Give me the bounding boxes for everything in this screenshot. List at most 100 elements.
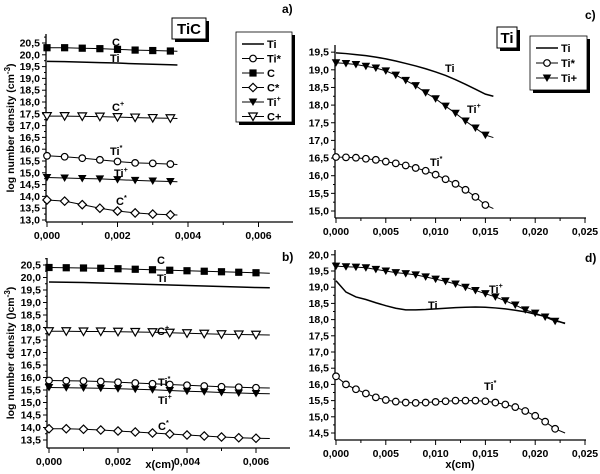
legend-label: Ti*	[267, 54, 282, 66]
data-point	[461, 185, 470, 194]
data-point	[421, 166, 430, 175]
data-point	[251, 390, 261, 398]
data-point	[59, 112, 70, 122]
data-point	[96, 377, 105, 386]
data-point	[130, 176, 140, 185]
curve-label: Ti	[428, 300, 438, 312]
data-point	[164, 428, 175, 440]
series-c	[45, 263, 270, 277]
y-tick-label: 17,0	[309, 347, 330, 359]
data-point	[78, 154, 87, 163]
data-point	[250, 433, 262, 444]
data-point	[79, 384, 88, 392]
x-tick-label: 0,010	[422, 226, 448, 238]
legend-label: C*	[267, 83, 280, 95]
x-tick-label: 0,000	[323, 448, 349, 460]
data-point	[411, 271, 420, 279]
data-point	[481, 201, 490, 209]
data-point	[41, 194, 53, 205]
y-tick-label: 18,0	[309, 314, 330, 326]
legend-label: Ti	[561, 43, 571, 55]
x-tick-label: 0,015	[472, 448, 498, 460]
data-point	[361, 389, 370, 398]
panel-label: c)	[585, 8, 596, 22]
legend-marker	[543, 59, 551, 67]
curve-label: C+	[112, 100, 124, 114]
data-point	[352, 153, 360, 162]
data-point	[148, 386, 157, 394]
y-tick-label: 16,0	[20, 144, 41, 156]
data-point	[411, 82, 420, 90]
data-point	[421, 89, 430, 97]
data-point	[391, 397, 400, 406]
series-ti-plus	[331, 262, 566, 326]
data-point	[148, 379, 157, 388]
y-tick-label: 18,5	[21, 310, 42, 322]
data-point	[391, 159, 400, 168]
data-point	[551, 424, 560, 433]
data-point	[451, 109, 460, 118]
data-point	[481, 290, 490, 298]
data-point	[381, 396, 390, 404]
data-point	[233, 330, 245, 340]
data-point	[217, 268, 226, 276]
data-point	[342, 153, 350, 162]
series-ti-plus	[42, 174, 178, 186]
data-point	[42, 174, 52, 182]
data-point	[112, 425, 124, 437]
curve-label: C+	[157, 324, 169, 338]
data-point	[252, 269, 260, 277]
y-tick-label: 19,0	[21, 297, 42, 309]
x-tick-label: 0,020	[522, 226, 548, 238]
y-tick-label: 17,5	[309, 117, 330, 129]
data-point	[166, 178, 175, 186]
x-tick-label: 0,010	[422, 448, 448, 460]
data-point	[181, 329, 193, 339]
x-tick-label: 0,000	[34, 230, 60, 242]
y-tick-label: 16,5	[309, 363, 330, 375]
panel-label: d)	[585, 251, 596, 265]
y-tick-label: 20,5	[21, 260, 42, 272]
legend-label: Ti+	[267, 95, 281, 109]
series-c-plus	[41, 112, 178, 124]
data-point	[411, 398, 420, 407]
data-point	[94, 203, 105, 214]
panel-c: 15,0 15,5 16,0 16,5 17,0 17,5 18,0 18,5 19,0 19,5…	[309, 8, 599, 238]
data-point	[361, 154, 370, 163]
data-point	[148, 159, 157, 168]
data-point	[198, 329, 210, 339]
x-tick-label: 0,025	[572, 226, 598, 238]
data-point	[471, 192, 480, 201]
data-point	[250, 330, 262, 340]
data-point	[131, 379, 140, 387]
series-ti-star	[332, 153, 494, 209]
data-point	[451, 280, 460, 288]
data-point	[199, 388, 209, 396]
x-tick-label: 0,020	[522, 448, 548, 460]
data-point	[112, 205, 123, 217]
curve-label: Ti	[157, 273, 167, 285]
legend-label: C	[267, 68, 275, 80]
data-point	[520, 306, 530, 314]
data-point	[331, 262, 341, 271]
series-line	[48, 281, 270, 289]
y-tick-label: 19,5	[309, 266, 330, 278]
data-point	[233, 432, 244, 443]
data-point	[61, 44, 69, 52]
title-box	[496, 26, 518, 49]
data-point	[461, 396, 470, 405]
data-point	[342, 380, 350, 389]
y-tick-label: 18,0	[20, 97, 41, 109]
panel-d: 14,5 15,0 15,5 16,0 16,5 17,0 17,5 18,0 18,5 19,0…	[309, 249, 599, 471]
x-tick-label: 0,006	[245, 230, 271, 242]
data-point	[431, 275, 440, 284]
data-point	[200, 267, 208, 275]
y-tick-label: 15,0	[309, 206, 330, 218]
legend-entry: Ti*	[242, 54, 282, 66]
curve-label: Ti+	[467, 102, 481, 116]
data-point	[77, 199, 88, 210]
data-point	[149, 46, 157, 55]
legend-label: Ti*	[561, 58, 576, 70]
x-tick-label: 0,000	[323, 226, 349, 238]
